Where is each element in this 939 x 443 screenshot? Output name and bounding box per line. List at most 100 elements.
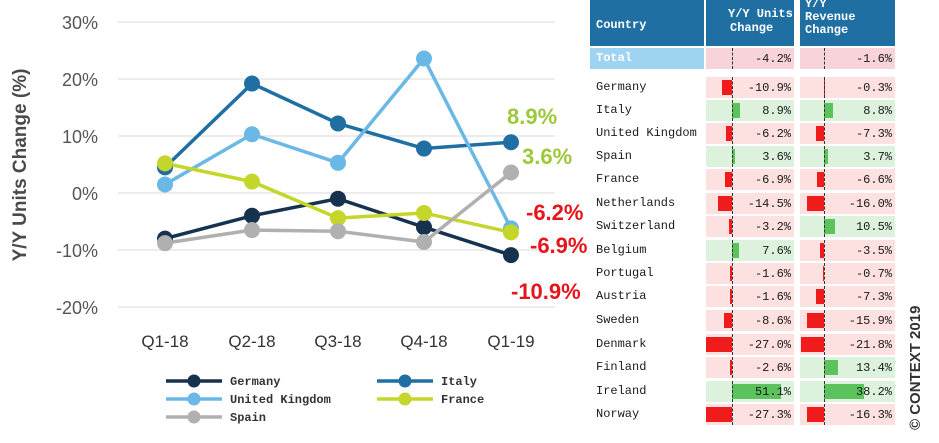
annotation-label: -6.9% [530, 233, 587, 258]
data-point [416, 219, 432, 236]
cell-value: 13.4% [855, 361, 892, 375]
legend-marker [187, 392, 201, 406]
data-point [244, 173, 260, 190]
units-change-cell: -3.2% [706, 216, 794, 237]
annotations: 8.9% 3.6% -6.2% -6.9% -10.9% [507, 104, 587, 304]
zero-axis [824, 216, 825, 237]
revenue-change-cell: -7.3% [800, 286, 895, 307]
cell-value: -1.6% [754, 267, 791, 281]
zero-axis [824, 169, 825, 190]
cell-value: 8.8% [863, 104, 892, 118]
y-tick-label: 20% [62, 70, 98, 90]
country-name: Sweden [596, 313, 640, 327]
x-tick-labels: Q1-18 Q2-18 Q3-18 Q4-18 Q1-19 [141, 332, 534, 351]
value-bar [824, 384, 865, 399]
table-row: Italy 8.9% 8.8% [590, 99, 900, 121]
units-change-cell: -6.9% [706, 169, 794, 190]
table-row: Austria -1.6% -7.3% [590, 285, 900, 307]
zero-axis [732, 193, 733, 214]
value-bar [801, 337, 824, 352]
units-change-cell: -10.9% [706, 77, 794, 98]
header-rev-line2: Revenue [805, 10, 856, 24]
units-change-cell: -27.0% [706, 334, 794, 355]
value-bar [824, 149, 828, 164]
value-bar [730, 266, 732, 281]
y-tick-label: 0% [72, 184, 98, 204]
table-row: Spain 3.6% 3.7% [590, 145, 900, 167]
table-row: Netherlands -14.5% -16.0% [590, 192, 900, 214]
value-bar [706, 407, 732, 422]
table-row: Belgium 7.6% -3.5% [590, 239, 900, 261]
header-country-label: Country [596, 18, 647, 32]
zero-axis [824, 193, 825, 214]
country-name: United Kingdom [596, 126, 697, 140]
x-tick-label: Q4-18 [400, 332, 447, 351]
revenue-change-cell: 8.8% [800, 100, 895, 121]
value-bar [816, 289, 824, 304]
cell-value: -6.9% [754, 173, 791, 187]
cell-value: 7.6% [762, 244, 791, 258]
line-chart: Y/Y Units Change (%) 30% 20% 10% 0% -10% -20%… [10, 13, 587, 425]
cell-value: -8.6% [754, 314, 791, 328]
value-bar [824, 219, 836, 234]
legend-entry: France [441, 393, 484, 407]
legend-entry: Spain [230, 411, 266, 425]
units-change-cell: -6.2% [706, 123, 794, 144]
header-units-change: Y/Y Units Change [706, 0, 794, 46]
legend-marker [398, 392, 412, 406]
units-change-cell: 7.6% [706, 240, 794, 261]
table-row: Switzerland -3.2% 10.5% [590, 215, 900, 237]
x-tick-label: Q3-18 [314, 332, 361, 351]
cell-value: -3.5% [855, 244, 892, 258]
zero-axis [732, 146, 733, 167]
table-row: France -6.9% -6.6% [590, 168, 900, 190]
units-change-cell: -2.6% [706, 357, 794, 378]
cell-value: 38.2% [855, 385, 892, 399]
data-point [330, 115, 346, 132]
data-point [503, 134, 519, 151]
country-name: Ireland [596, 384, 647, 398]
zero-axis [732, 123, 733, 144]
revenue-change-cell: -7.3% [800, 123, 895, 144]
units-change-cell: -1.6% [706, 286, 794, 307]
revenue-change-cell: -15.9% [800, 310, 895, 331]
data-point [157, 155, 173, 172]
table-row: Finland -2.6% 13.4% [590, 356, 900, 378]
value-bar [723, 313, 732, 328]
units-change-cell: 8.9% [706, 100, 794, 121]
data-point [330, 223, 346, 240]
header-units-line1: Y/Y Units [728, 7, 793, 21]
zero-axis [732, 216, 733, 237]
data-point [330, 190, 346, 207]
legend-marker [187, 374, 201, 388]
revenue-change-cell: -21.8% [800, 334, 895, 355]
cell-value: -1.6% [855, 52, 892, 66]
cell-value: -14.5% [747, 197, 791, 211]
data-point [330, 154, 346, 171]
zero-axis [824, 381, 825, 402]
header-country: Country [590, 0, 704, 46]
zero-axis [732, 169, 733, 190]
value-bar [721, 80, 732, 95]
cell-value: -2.6% [754, 361, 791, 375]
country-name: Belgium [596, 243, 647, 257]
value-bar [820, 243, 824, 258]
zero-axis [824, 100, 825, 121]
units-change-cell: -27.3% [706, 404, 794, 425]
table-row-total: Total -4.2% -1.6% [590, 47, 900, 69]
revenue-change-cell: -1.6% [800, 48, 895, 69]
cell-value: -6.2% [754, 127, 791, 141]
revenue-change-cell: 10.5% [800, 216, 895, 237]
total-label-bg [590, 48, 704, 69]
cell-value: -21.8% [848, 338, 892, 352]
data-point [244, 222, 260, 239]
value-bar [732, 384, 781, 399]
value-bar [807, 196, 824, 211]
value-bar [824, 360, 839, 375]
legend-entry: Italy [441, 375, 477, 389]
value-bar [824, 103, 834, 118]
legend: Germany Italy United Kingdom France Spain [166, 374, 484, 425]
units-change-cell: -14.5% [706, 193, 794, 214]
zero-axis [732, 404, 733, 425]
cell-value: -16.3% [848, 408, 892, 422]
